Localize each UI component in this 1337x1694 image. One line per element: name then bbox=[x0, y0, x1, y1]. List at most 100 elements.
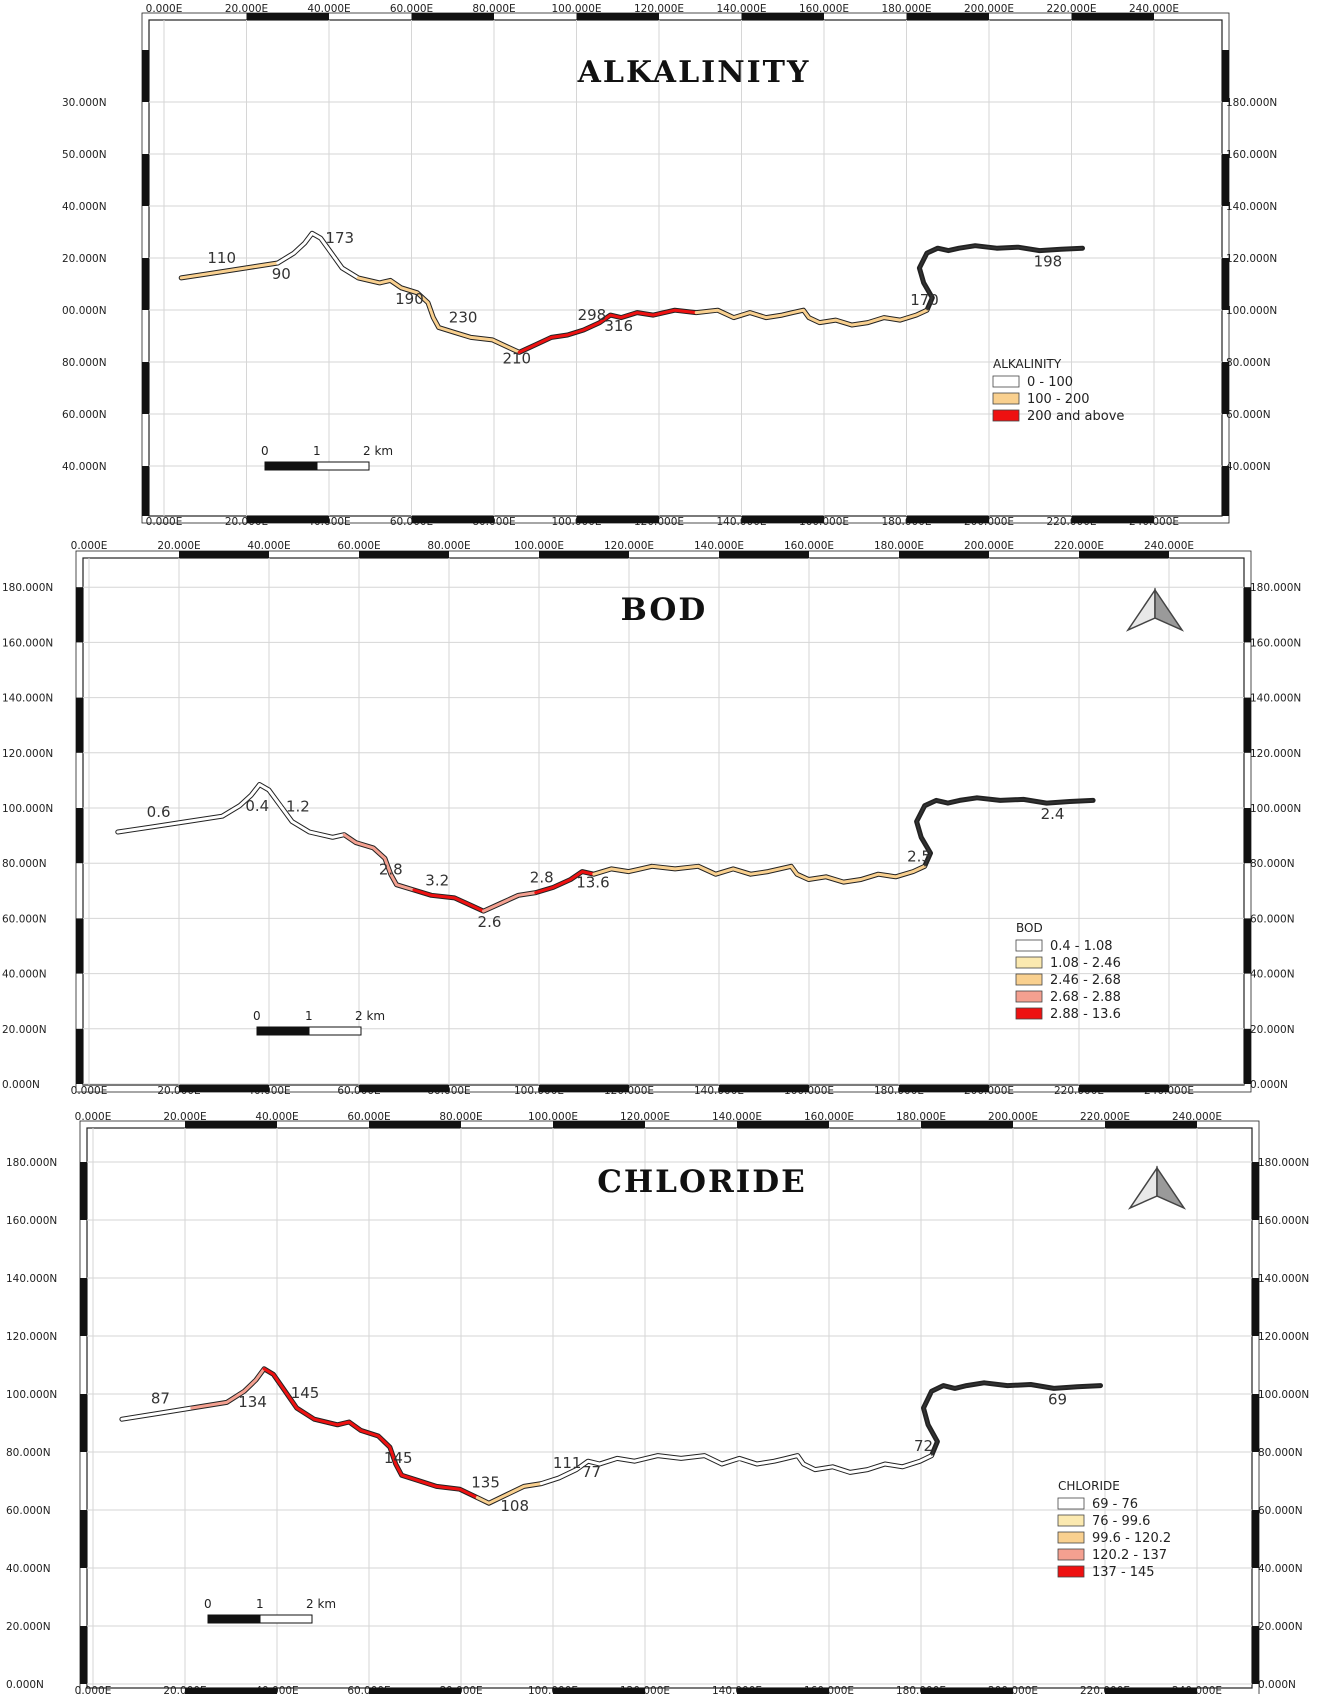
frame-bar-bottom bbox=[1079, 1085, 1169, 1092]
y-tick-label-right: 180.000N bbox=[1258, 1157, 1309, 1169]
frame-bar-top bbox=[553, 1121, 645, 1128]
x-tick-label-top: 100.000E bbox=[551, 3, 601, 15]
legend-item-label: 99.6 - 120.2 bbox=[1092, 1531, 1171, 1546]
y-tick-label-left: 40.000N bbox=[6, 1563, 51, 1575]
map-frame bbox=[148, 19, 1223, 517]
x-tick-label-top: 100.000E bbox=[514, 540, 564, 552]
frame-bar-left bbox=[80, 1394, 87, 1452]
legend-item-label: 100 - 200 bbox=[1027, 392, 1090, 407]
x-tick-label-top: 20.000E bbox=[157, 540, 200, 552]
map-title: ALKALINITY bbox=[577, 55, 811, 90]
river-value-label: 87 bbox=[151, 1390, 170, 1408]
frame-bar-bottom bbox=[899, 1085, 989, 1092]
river-value-label: 69 bbox=[1048, 1390, 1067, 1408]
legend-item-label: 2.46 - 2.68 bbox=[1050, 973, 1121, 988]
y-tick-label-left: 100.000N bbox=[2, 803, 53, 815]
legend-swatch bbox=[1057, 1548, 1085, 1561]
river-segment bbox=[475, 1482, 543, 1505]
frame-bar-top bbox=[411, 13, 494, 20]
frame-bar-right bbox=[1252, 1626, 1259, 1684]
river-segment bbox=[539, 1459, 602, 1486]
river-segment bbox=[179, 261, 280, 280]
y-tick-label-left: 0.000N bbox=[6, 1679, 44, 1691]
legend-swatch bbox=[992, 392, 1020, 405]
frame-bar-bottom bbox=[179, 1085, 269, 1092]
y-tick-label-left: 120.000N bbox=[2, 748, 53, 760]
y-tick-label-right: 40.000N bbox=[1258, 1563, 1303, 1575]
y-tick-label-left: 160.000N bbox=[6, 1215, 57, 1227]
y-tick-label-left: 80.000N bbox=[2, 858, 47, 870]
legend-item-label: 2.88 - 13.6 bbox=[1050, 1007, 1121, 1022]
river-value-label: 72 bbox=[914, 1437, 933, 1455]
frame-bar-bottom bbox=[539, 1085, 629, 1092]
frame-bar-left bbox=[76, 1028, 83, 1084]
legend-item-label: 137 - 145 bbox=[1092, 1565, 1155, 1580]
frame-bar-bottom bbox=[576, 516, 659, 523]
x-tick-label-top: 100.000E bbox=[528, 1111, 578, 1123]
river-segment bbox=[120, 1406, 194, 1421]
scale-label: 1 bbox=[305, 1009, 313, 1023]
frame-bar-top bbox=[539, 551, 629, 558]
x-tick-label-top: 40.000E bbox=[255, 1111, 298, 1123]
frame-bar-top bbox=[741, 13, 824, 20]
frame-bar-right bbox=[1244, 697, 1251, 753]
legend-title: CHLORIDE bbox=[1058, 1479, 1120, 1493]
north-arrow-icon bbox=[1125, 587, 1185, 632]
frame-bar-left bbox=[76, 697, 83, 753]
scale-bar-white bbox=[308, 1026, 362, 1036]
river-segment bbox=[356, 276, 521, 354]
x-tick-label-top: 180.000E bbox=[874, 540, 924, 552]
legend-item-label: 0 - 100 bbox=[1027, 375, 1073, 390]
y-tick-label-right: 100.000N bbox=[1226, 305, 1277, 317]
river-value-label: 135 bbox=[471, 1474, 500, 1492]
x-tick-label-top: 180.000E bbox=[881, 3, 931, 15]
frame-bar-right bbox=[1244, 808, 1251, 864]
legend-swatch bbox=[1015, 973, 1043, 986]
x-tick-label-top: 140.000E bbox=[694, 540, 744, 552]
river-value-label: 0.4 bbox=[245, 797, 269, 815]
legend-item-label: 0.4 - 1.08 bbox=[1050, 939, 1113, 954]
y-tick-label-right: 160.000N bbox=[1250, 637, 1301, 649]
river-segment-unclassified bbox=[922, 1382, 1101, 1456]
y-tick-label-left: 60.000N bbox=[2, 913, 47, 925]
legend: ALKALINITY 0 - 100 100 - 200 200 and above bbox=[992, 357, 1124, 424]
frame-bar-right bbox=[1252, 1162, 1259, 1220]
frame-bar-left bbox=[80, 1278, 87, 1336]
y-tick-label-right: 0.000N bbox=[1258, 1679, 1296, 1691]
x-tick-label-top: 160.000E bbox=[799, 3, 849, 15]
legend-swatch bbox=[992, 375, 1020, 388]
y-tick-label-right: 0.000N bbox=[1250, 1079, 1288, 1091]
river-value-label: 0.6 bbox=[147, 803, 171, 821]
x-tick-label-top: 140.000E bbox=[712, 1111, 762, 1123]
river-value-label: 134 bbox=[238, 1393, 267, 1411]
legend: CHLORIDE 69 - 76 76 - 99.6 99.6 - 120.2 120.… bbox=[1057, 1479, 1171, 1580]
x-tick-label-top: 80.000E bbox=[439, 1111, 482, 1123]
frame-bar-top bbox=[359, 551, 449, 558]
y-tick-label-left: 180.000N bbox=[2, 582, 53, 594]
river-value-label: 316 bbox=[604, 317, 633, 335]
x-tick-label-top: 60.000E bbox=[347, 1111, 390, 1123]
y-tick-label-left: 40.000N bbox=[2, 969, 47, 981]
river-value-label: 2.4 bbox=[1041, 805, 1065, 823]
frame-bar-left bbox=[80, 1510, 87, 1568]
frame-bar-bottom bbox=[411, 516, 494, 523]
y-tick-label-left: 0.000N bbox=[2, 1079, 40, 1091]
scale-label: 1 bbox=[313, 444, 321, 458]
frame-bar-bottom bbox=[185, 1688, 277, 1694]
x-tick-label-top: 0.000E bbox=[71, 540, 108, 552]
river-value-label: 2.8 bbox=[530, 869, 554, 887]
scale-label: 1 bbox=[256, 1597, 264, 1611]
x-tick-label-top: 20.000E bbox=[225, 3, 268, 15]
scale-bar-white bbox=[316, 461, 370, 471]
river-value-label: 2.8 bbox=[379, 860, 403, 878]
frame-bar-bottom bbox=[921, 1688, 1013, 1694]
y-tick-label-left: 80.000N bbox=[6, 1447, 51, 1459]
frame-bar-bottom bbox=[1105, 1688, 1197, 1694]
x-tick-label-top: 80.000E bbox=[427, 540, 470, 552]
y-tick-label-right: 160.000N bbox=[1258, 1215, 1309, 1227]
y-tick-label-left: 20.000N bbox=[6, 1621, 51, 1633]
frame-bar-left bbox=[76, 918, 83, 974]
river-segment bbox=[262, 1367, 479, 1500]
legend-title: BOD bbox=[1016, 921, 1043, 935]
frame-bar-bottom bbox=[359, 1085, 449, 1092]
